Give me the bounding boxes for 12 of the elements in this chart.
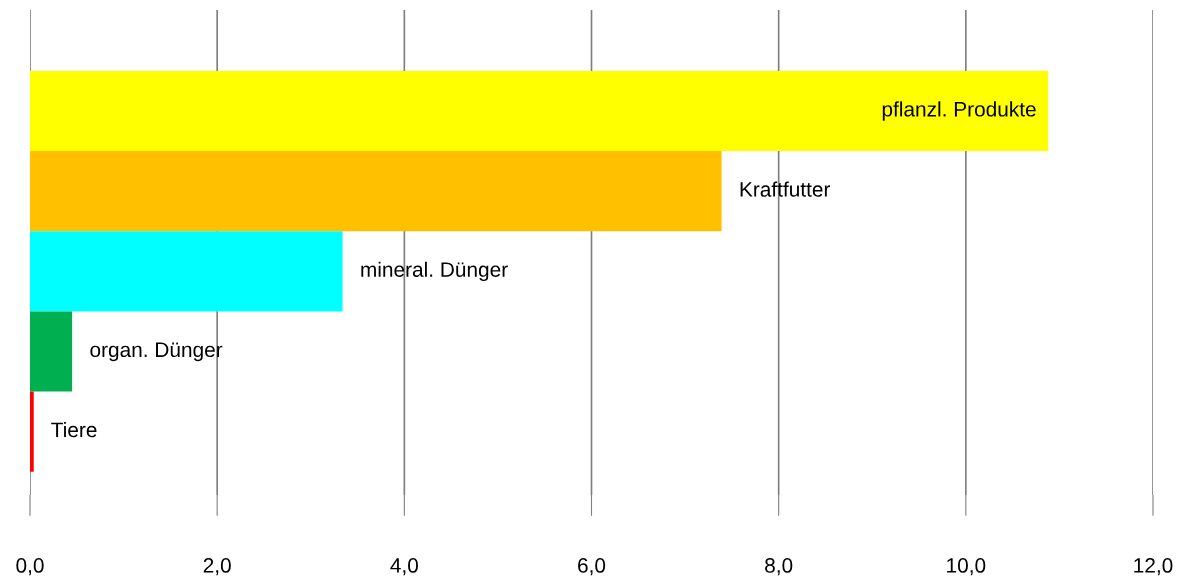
x-tick-label: 2,0: [203, 558, 231, 576]
x-tick-label: 6,0: [578, 558, 606, 576]
x-tick-label: 12,0: [1134, 558, 1173, 576]
y-tick-label: pflanzl. Produkte: [882, 101, 1036, 121]
y-tick-label: Tiere: [51, 421, 97, 438]
y-tick-label: organ. Dünger: [90, 342, 223, 362]
x-tick-label: 4,0: [390, 558, 418, 576]
x-tick-label: 0,0: [16, 558, 44, 576]
x-tick-label: 10,0: [947, 558, 986, 576]
x-tick-label: 8,0: [765, 558, 793, 576]
y-tick-label: Kraftfutter: [740, 181, 831, 197]
y-tick-label: mineral. Dünger: [361, 261, 508, 282]
